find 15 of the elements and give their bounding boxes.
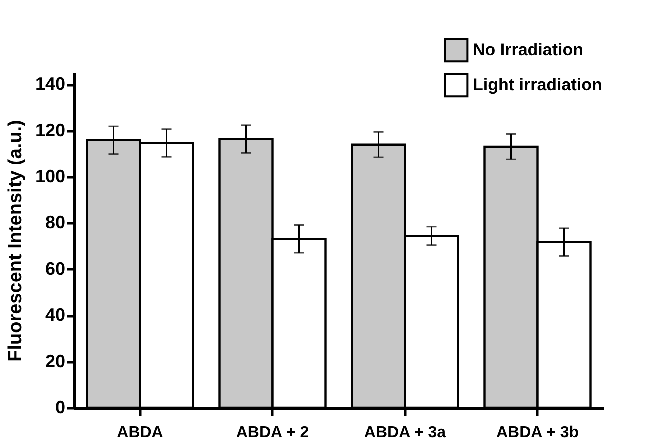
y-tick-label: 60 [45,258,66,279]
y-tick-label: 100 [35,166,66,186]
y-tick-label: 80 [45,212,66,233]
legend-label: Light irradiation [473,76,602,94]
x-tick-label: ABDA + 2 [236,424,310,442]
y-tick-label: 20 [45,351,66,372]
x-tick-label: ABDA + 3a [364,424,446,442]
x-tick-label: ABDA [117,424,164,442]
y-axis-title: Fluorescent Intensity (a.u.) [5,120,26,362]
y-tick-label: 40 [45,305,66,326]
x-tick-label: ABDA + 3b [496,424,580,442]
legend-label: No Irradiation [473,40,584,60]
y-tick-label: 0 [55,398,66,418]
y-tick-label: 120 [35,120,66,140]
y-tick-label: 140 [35,74,66,94]
